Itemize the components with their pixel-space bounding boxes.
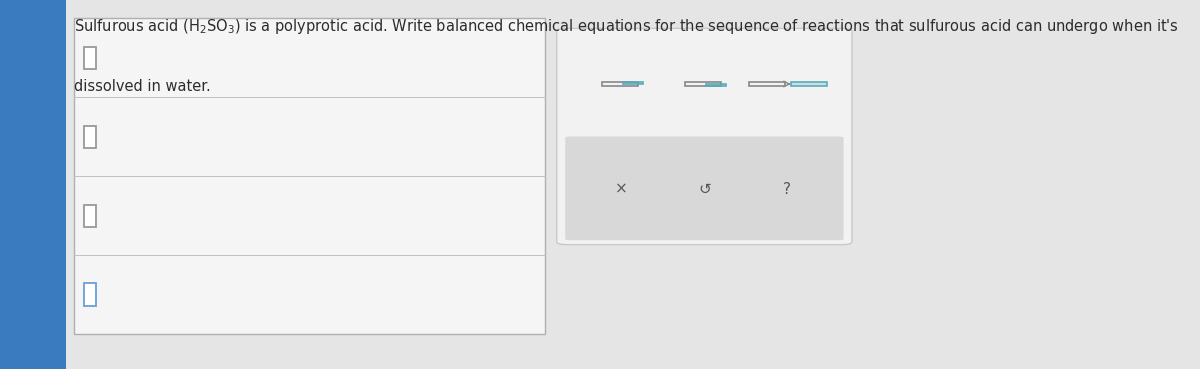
Text: ↺: ↺ bbox=[698, 182, 710, 197]
Bar bbox=[706, 85, 726, 86]
Text: ×: × bbox=[616, 182, 628, 197]
Text: Sulfurous acid $\left(\mathrm{H_2SO_3}\right)$ is a polyprotic acid. Write balan: Sulfurous acid $\left(\mathrm{H_2SO_3}\r… bbox=[74, 17, 1180, 35]
Bar bbox=[84, 283, 96, 306]
Bar bbox=[0, 0, 66, 369]
Bar bbox=[74, 18, 545, 334]
Bar bbox=[84, 204, 96, 227]
Bar bbox=[750, 82, 786, 86]
FancyBboxPatch shape bbox=[565, 137, 844, 240]
Bar bbox=[602, 82, 638, 86]
Bar bbox=[791, 82, 827, 86]
Bar bbox=[84, 126, 96, 148]
Bar bbox=[624, 82, 643, 84]
FancyBboxPatch shape bbox=[557, 28, 852, 245]
Bar bbox=[684, 82, 720, 86]
Bar bbox=[84, 47, 96, 69]
Text: ?: ? bbox=[784, 182, 791, 197]
Text: dissolved in water.: dissolved in water. bbox=[74, 79, 211, 94]
